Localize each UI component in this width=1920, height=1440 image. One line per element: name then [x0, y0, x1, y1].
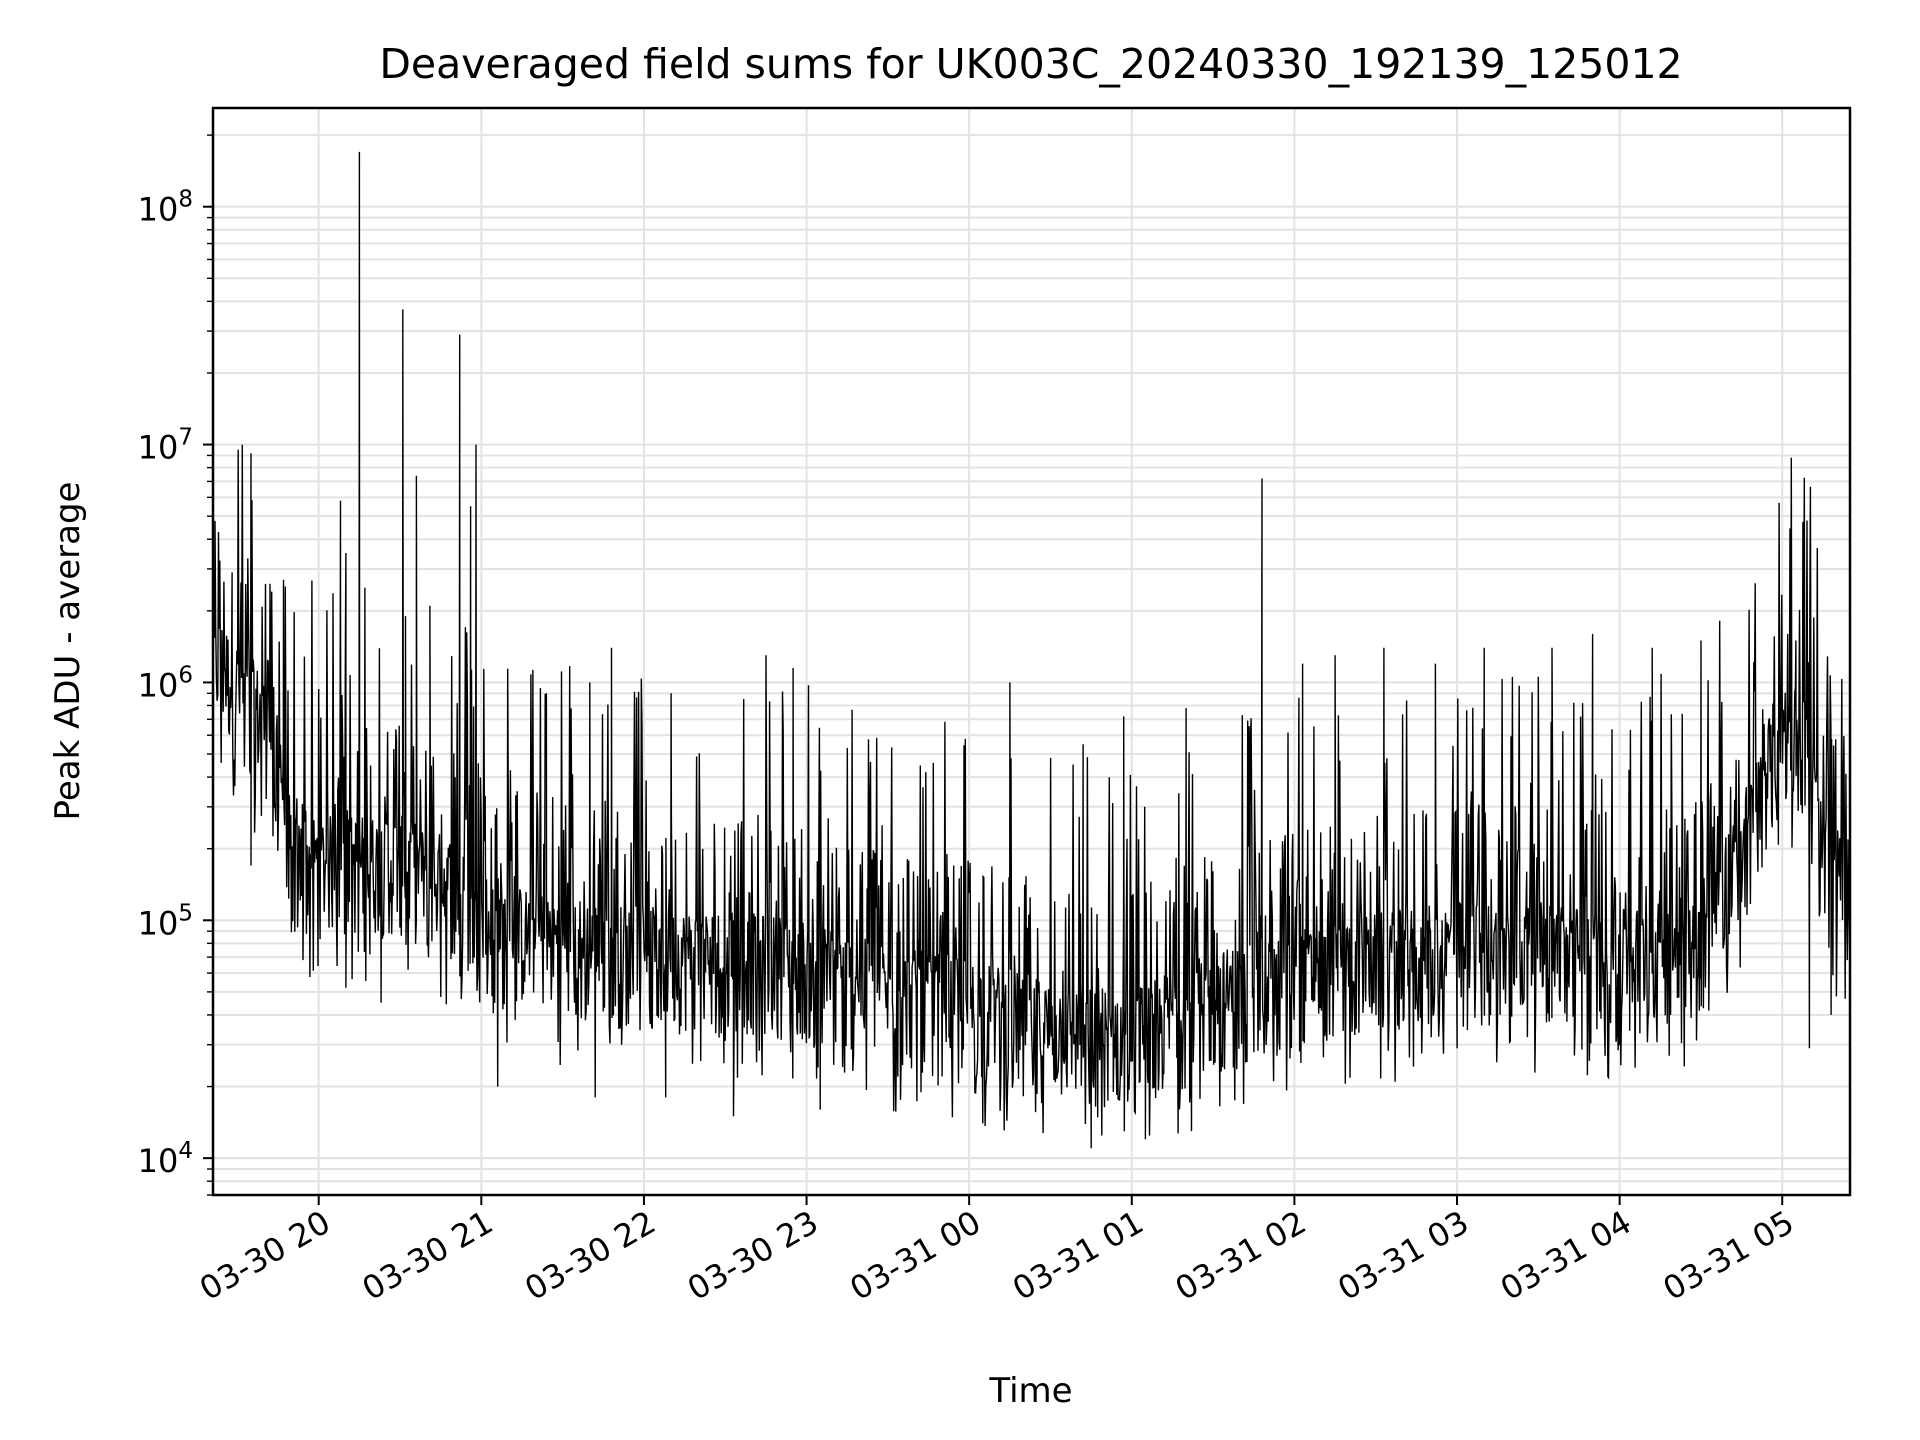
series-line — [212, 151, 1851, 1149]
y-tick-label: 105 — [138, 900, 193, 942]
x-axis-label: Time — [988, 1371, 1072, 1411]
y-tick-label: 108 — [138, 187, 193, 229]
y-axis-label: Peak ADU - average — [48, 482, 88, 821]
plot-frame — [211, 106, 1852, 1197]
chart-title: Deaveraged field sums for UK003C_2024033… — [379, 40, 1682, 88]
y-tick-label: 107 — [138, 425, 193, 467]
y-tick-label: 104 — [138, 1138, 193, 1180]
y-tick-label: 106 — [138, 662, 193, 704]
